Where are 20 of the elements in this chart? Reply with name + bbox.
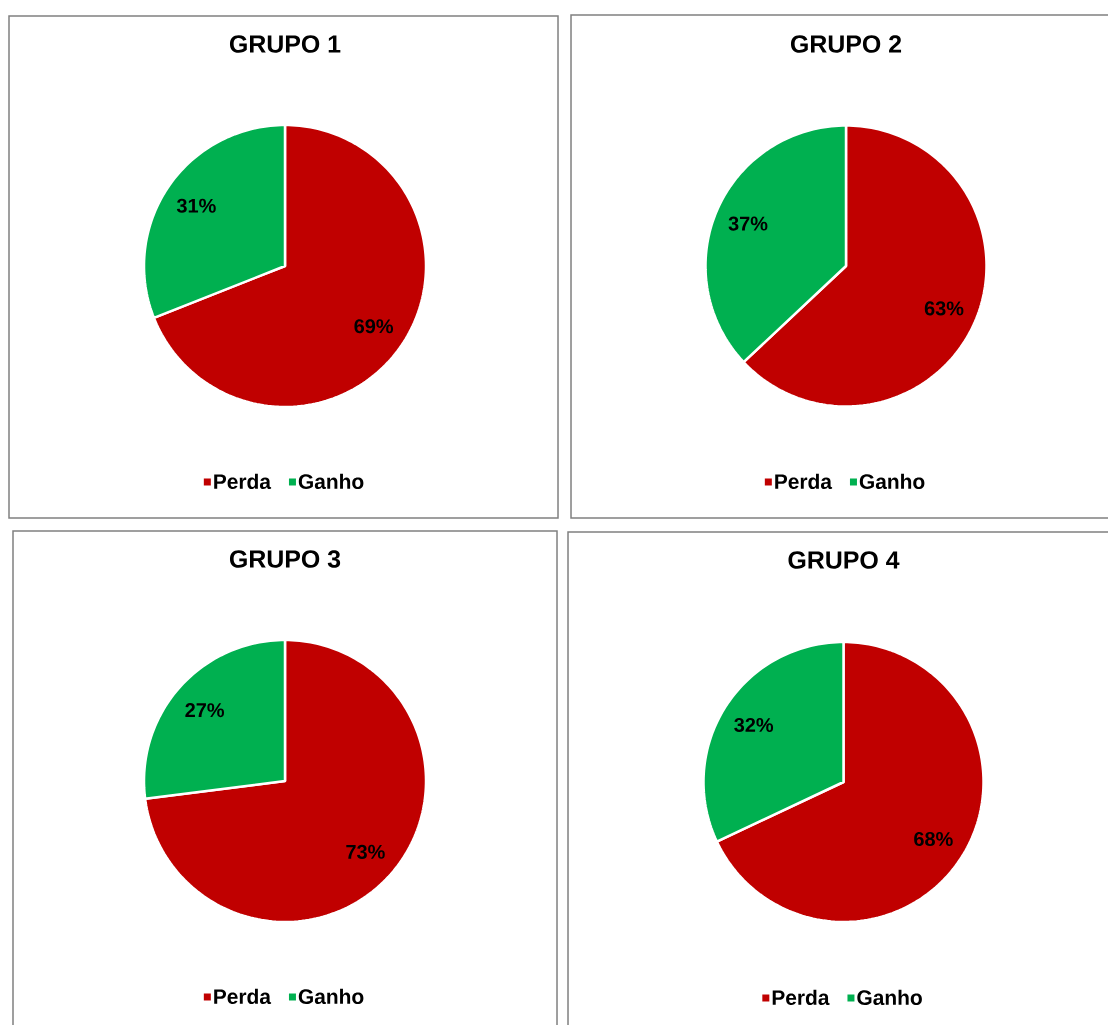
data-label: 69% — [354, 319, 394, 334]
chart-title: GRUPO 4 — [788, 551, 900, 569]
chart-title: GRUPO 1 — [229, 35, 341, 53]
chart-title: GRUPO 2 — [790, 35, 902, 53]
data-label: 37% — [728, 216, 768, 231]
legend-label: Ganho — [298, 988, 364, 1005]
data-label: 32% — [734, 717, 774, 733]
legend-label: Perda — [772, 989, 830, 1006]
data-label: 31% — [176, 198, 216, 213]
legend-label: Ganho — [298, 473, 364, 490]
legend-label: Perda — [214, 988, 272, 1005]
data-label: 63% — [924, 301, 964, 316]
data-label: 68% — [914, 831, 953, 847]
legend-label: Ganho — [859, 473, 925, 490]
legend-label: Perda — [775, 473, 833, 490]
legend-label: Ganho — [857, 989, 922, 1006]
chart-title: GRUPO 3 — [229, 550, 341, 568]
data-label: 27% — [185, 703, 225, 718]
legend-label: Perda — [214, 473, 272, 490]
data-label: 73% — [346, 844, 385, 859]
